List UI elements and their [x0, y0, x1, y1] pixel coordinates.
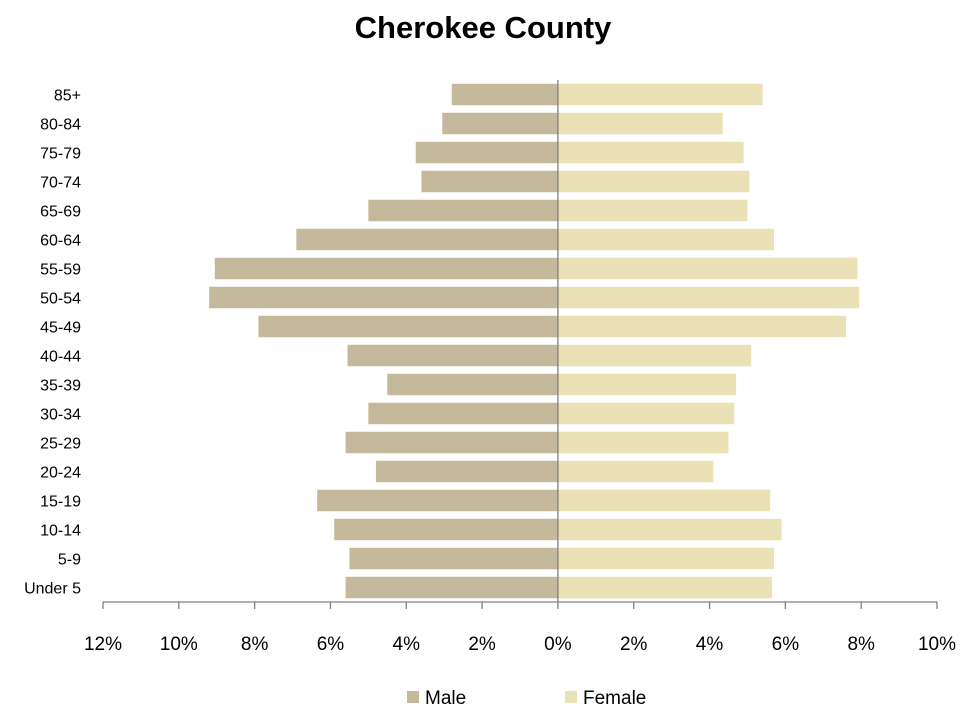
bar-male-under-5: [345, 576, 558, 599]
x-tick-label: 8%: [847, 634, 875, 655]
bar-female-15-19: [557, 489, 771, 512]
category-label: 55-59: [40, 262, 81, 279]
bar-female-25-29: [557, 431, 729, 454]
category-label: 25-29: [40, 436, 81, 453]
bar-female-70-74: [557, 170, 750, 193]
category-label: 45-49: [40, 320, 81, 337]
category-label: 35-39: [40, 378, 81, 395]
bar-male-50-54: [209, 286, 558, 309]
bar-female-10-14: [557, 518, 782, 541]
bar-male-85-: [451, 83, 558, 106]
category-label: 70-74: [40, 175, 81, 192]
legend-swatch-female: [565, 691, 577, 703]
bar-male-80-84: [442, 112, 558, 135]
bar-female-35-39: [557, 373, 737, 396]
category-label: 30-34: [40, 407, 81, 424]
bar-female-55-59: [557, 257, 858, 280]
bar-male-30-34: [368, 402, 558, 425]
legend-swatch-male: [407, 691, 419, 703]
bar-male-15-19: [317, 489, 558, 512]
x-tick-label: 10%: [160, 634, 198, 655]
bar-male-65-69: [368, 199, 558, 222]
bar-male-55-59: [214, 257, 558, 280]
bar-female-5-9: [557, 547, 774, 570]
category-label: 75-79: [40, 146, 81, 163]
bar-male-35-39: [387, 373, 558, 396]
legend-label-male: Male: [425, 688, 466, 709]
category-label: 15-19: [40, 494, 81, 511]
category-label: 65-69: [40, 204, 81, 221]
bars-layer: [209, 83, 860, 599]
chart-title: Cherokee County: [355, 10, 612, 45]
category-label: 50-54: [40, 291, 81, 308]
x-tick-label: 2%: [468, 634, 496, 655]
x-tick-label: 4%: [393, 634, 421, 655]
bar-female-50-54: [557, 286, 860, 309]
category-label: 80-84: [40, 117, 81, 134]
bar-male-60-64: [296, 228, 558, 251]
bar-female-45-49: [557, 315, 847, 338]
bar-male-70-74: [421, 170, 558, 193]
category-label: Under 5: [24, 581, 81, 598]
category-label: 5-9: [58, 552, 81, 569]
bar-female-75-79: [557, 141, 744, 164]
category-label: 85+: [54, 88, 81, 105]
x-axis: 12% 10% 8% 6% 4% 2% 0% 2% 4% 6% 8% 10%: [84, 80, 956, 655]
bar-male-20-24: [375, 460, 558, 483]
bar-male-25-29: [345, 431, 558, 454]
category-label: 40-44: [40, 349, 81, 366]
x-tick-label: 0%: [544, 634, 572, 655]
x-tick-label: 8%: [241, 634, 269, 655]
bar-male-45-49: [258, 315, 558, 338]
bar-female-under-5: [557, 576, 773, 599]
x-tick-label: 12%: [84, 634, 122, 655]
x-tick-label: 4%: [696, 634, 724, 655]
bar-female-85-: [557, 83, 763, 106]
bar-male-5-9: [349, 547, 558, 570]
bar-female-20-24: [557, 460, 714, 483]
bar-male-40-44: [347, 344, 558, 367]
bar-female-40-44: [557, 344, 752, 367]
x-tick-label: 6%: [317, 634, 345, 655]
bar-female-65-69: [557, 199, 748, 222]
bar-female-60-64: [557, 228, 774, 251]
category-label: 10-14: [40, 523, 81, 540]
x-tick-label: 6%: [772, 634, 800, 655]
bar-male-75-79: [415, 141, 558, 164]
category-labels: Under 5 5-9 10-14 15-19 20-24 25-29 30-34 35-39…: [24, 88, 81, 598]
legend: Male Female: [407, 688, 646, 709]
bar-male-10-14: [334, 518, 558, 541]
bar-female-80-84: [557, 112, 723, 135]
x-tick-label: 2%: [620, 634, 648, 655]
legend-label-female: Female: [583, 688, 646, 709]
x-tick-label: 10%: [918, 634, 956, 655]
category-label: 60-64: [40, 233, 81, 250]
bar-female-30-34: [557, 402, 735, 425]
category-label: 20-24: [40, 465, 81, 482]
